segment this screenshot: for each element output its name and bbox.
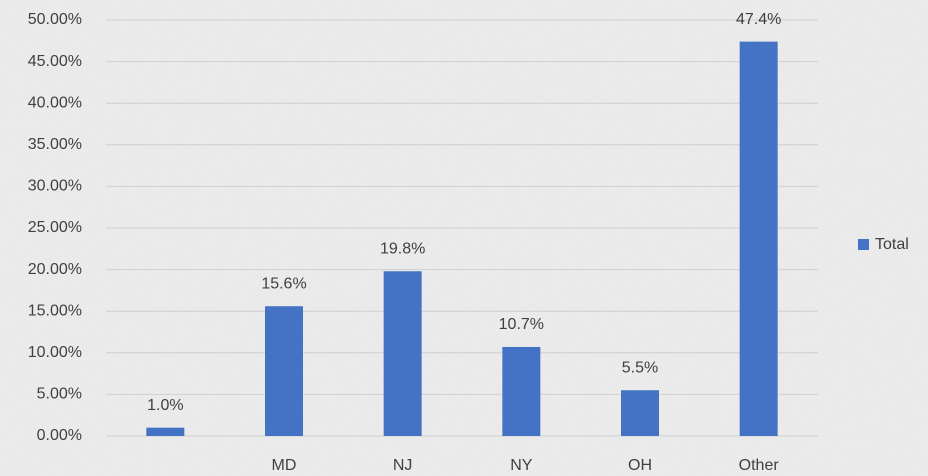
y-tick-label: 15.00%	[28, 302, 82, 319]
y-tick-label: 10.00%	[28, 344, 82, 361]
data-label: 1.0%	[147, 397, 183, 414]
y-tick-label: 20.00%	[28, 261, 82, 278]
bar	[265, 306, 303, 436]
data-label: 15.6%	[261, 275, 306, 292]
x-tick-label: OH	[628, 457, 652, 474]
bar	[383, 271, 422, 436]
bar	[739, 41, 778, 437]
legend-label: Total	[875, 236, 909, 253]
legend-swatch	[858, 239, 869, 250]
x-tick-label: Other	[739, 457, 780, 474]
x-tick-label: MD	[272, 457, 297, 474]
bar	[621, 390, 659, 436]
y-tick-label: 50.00%	[28, 11, 82, 28]
data-label: 47.4%	[736, 11, 781, 28]
y-tick-label: 0.00%	[37, 427, 82, 444]
x-tick-label: NJ	[393, 457, 413, 474]
y-tick-label: 40.00%	[28, 94, 82, 111]
y-tick-label: 25.00%	[28, 219, 82, 236]
bar	[146, 427, 185, 436]
data-label: 19.8%	[380, 240, 425, 257]
y-tick-label: 35.00%	[28, 136, 82, 153]
data-label: 5.5%	[622, 359, 658, 376]
data-label: 10.7%	[499, 316, 544, 333]
y-tick-label: 45.00%	[28, 53, 82, 70]
y-tick-label: 30.00%	[28, 178, 82, 195]
x-tick-label: NY	[510, 457, 533, 474]
bar	[502, 346, 541, 436]
y-tick-label: 5.00%	[37, 386, 82, 403]
